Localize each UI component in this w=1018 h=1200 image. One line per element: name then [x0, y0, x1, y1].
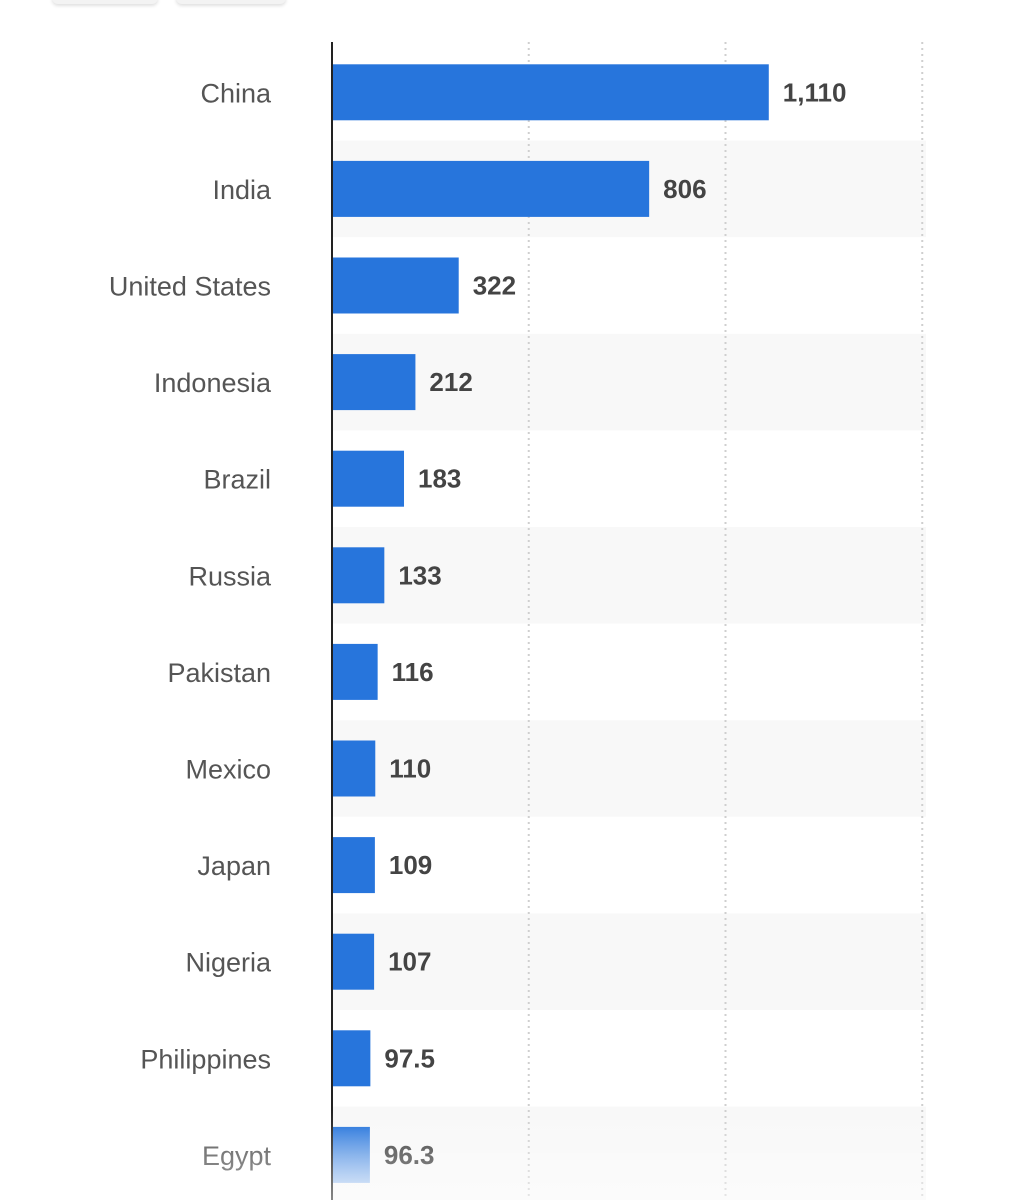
category-label: Japan [197, 851, 271, 881]
row-band [332, 1106, 926, 1200]
bar-india[interactable] [332, 160, 650, 217]
value-label: 322 [473, 271, 516, 301]
category-label: Egypt [202, 1141, 272, 1171]
value-label: 806 [663, 174, 706, 204]
bar-japan[interactable] [332, 837, 375, 894]
category-label: Philippines [140, 1044, 271, 1074]
bar-mexico[interactable] [332, 740, 376, 797]
value-label: 107 [388, 947, 431, 977]
category-labels: China India United States Indonesia Brazil Ru… [109, 78, 272, 1171]
value-label: 109 [389, 850, 432, 880]
bars [332, 64, 769, 1183]
bar-russia[interactable] [332, 547, 385, 604]
category-label: United States [109, 272, 271, 302]
category-label: Nigeria [185, 948, 272, 978]
value-label: 110 [389, 754, 431, 784]
bar-egypt[interactable] [332, 1126, 370, 1183]
category-label: Pakistan [167, 658, 271, 688]
bar-pakistan[interactable] [332, 643, 378, 700]
row-band [332, 720, 926, 817]
category-label: Indonesia [154, 368, 272, 398]
bar-philippines[interactable] [332, 1030, 371, 1087]
value-label: 212 [429, 367, 472, 397]
bar-united-states[interactable] [332, 257, 459, 314]
category-label: China [200, 78, 272, 108]
category-label: India [212, 175, 272, 205]
row-band [332, 333, 926, 431]
bar-china[interactable] [332, 64, 769, 121]
top-tab-left[interactable] [52, 0, 158, 4]
bar-nigeria[interactable] [332, 933, 375, 990]
row-band [332, 913, 926, 1010]
value-labels: 1,110 806 322 212 183 133 116 110 109 107 97.5 96.3 [384, 77, 847, 1170]
value-label: 116 [392, 657, 434, 687]
row-bands [332, 140, 926, 1200]
value-label: 183 [418, 464, 461, 494]
row-band [332, 527, 926, 624]
top-tab-right[interactable] [176, 0, 286, 4]
value-label: 1,110 [783, 77, 847, 107]
value-label: 96.3 [384, 1140, 435, 1170]
gridlines [527, 42, 924, 1200]
category-label: Mexico [185, 755, 271, 785]
value-label: 133 [398, 560, 441, 590]
category-label: Russia [188, 561, 272, 591]
value-label: 97.5 [384, 1043, 435, 1073]
category-label: Brazil [203, 465, 271, 495]
bar-indonesia[interactable] [332, 354, 416, 411]
bar-brazil[interactable] [332, 450, 405, 507]
